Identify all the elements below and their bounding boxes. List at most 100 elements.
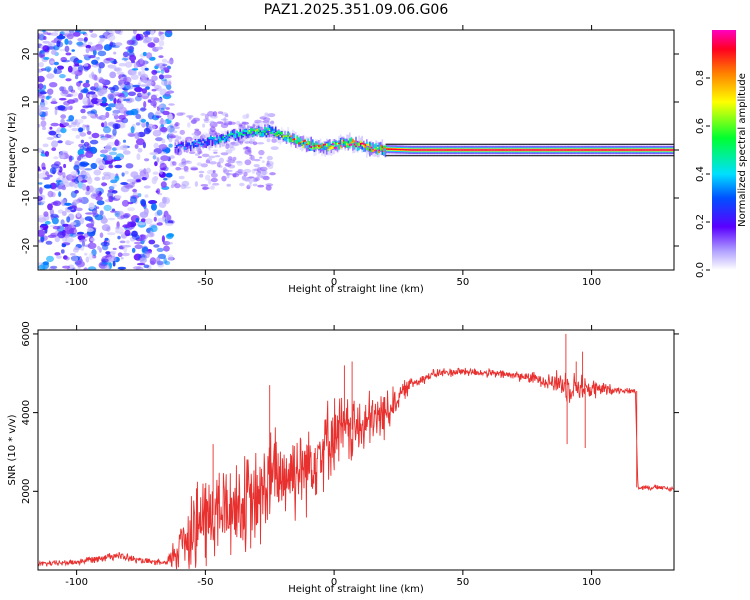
ridge-segment xyxy=(214,137,217,139)
ridge-segment xyxy=(236,130,238,133)
ridge-segment xyxy=(332,143,334,145)
noise-blob xyxy=(38,196,42,200)
noise-blob xyxy=(65,154,69,159)
noise-blob xyxy=(172,130,178,134)
ridge-segment xyxy=(276,135,278,137)
ridge-segment xyxy=(225,131,228,140)
ridge-segment xyxy=(250,131,252,134)
ridge-segment xyxy=(437,149,439,151)
noise-blob xyxy=(140,118,147,123)
noise-blob xyxy=(60,249,65,254)
noise-blob xyxy=(181,180,190,187)
noise-blob xyxy=(91,59,99,65)
noise-blob xyxy=(115,102,124,110)
ridge-segment xyxy=(344,145,346,148)
noise-blob xyxy=(79,154,86,158)
ridge-segment xyxy=(205,141,207,144)
ridge-segment xyxy=(248,130,251,134)
noise-blob xyxy=(100,134,105,137)
noise-blob xyxy=(120,256,124,260)
ridge-segment xyxy=(478,149,481,151)
noise-blob xyxy=(269,172,276,176)
ridge-segment xyxy=(327,148,329,151)
ridge-segment xyxy=(352,141,354,147)
x-tick-label: 50 xyxy=(456,277,469,288)
noise-blob xyxy=(131,230,138,238)
noise-blob xyxy=(248,178,253,185)
noise-blob xyxy=(162,196,167,204)
ridge-segment xyxy=(424,149,427,151)
noise-blob xyxy=(49,167,57,175)
noise-blob xyxy=(42,261,50,266)
ridge-segment xyxy=(356,141,359,143)
noise-blob xyxy=(168,81,172,86)
ridge-segment xyxy=(305,143,308,146)
noise-blob xyxy=(96,99,104,102)
ridge-segment xyxy=(257,127,260,131)
noise-blob xyxy=(212,182,220,186)
noise-blob xyxy=(179,129,185,135)
noise-blob xyxy=(88,252,94,261)
noise-blob xyxy=(76,81,82,87)
ridge-segment xyxy=(316,142,319,147)
noise-blob xyxy=(86,223,94,228)
noise-blob xyxy=(160,34,165,41)
ridge-segment xyxy=(369,145,371,148)
noise-blob xyxy=(121,252,130,257)
colorbar-tick-label: 0.8 xyxy=(695,70,706,86)
ridge-segment xyxy=(302,140,305,145)
noise-blob xyxy=(124,61,133,68)
ridge-segment xyxy=(441,149,444,151)
ridge-segment xyxy=(336,142,339,152)
ridge-segment xyxy=(352,141,354,143)
ridge-segment xyxy=(611,149,614,151)
noise-blob xyxy=(38,214,45,222)
noise-blob xyxy=(105,106,112,111)
ridge-segment xyxy=(217,138,220,144)
noise-blob xyxy=(163,67,170,71)
noise-blob xyxy=(68,115,75,122)
noise-blob xyxy=(157,217,166,223)
ridge-segment xyxy=(233,133,235,136)
ridge-segment xyxy=(219,137,221,142)
ridge-segment xyxy=(455,149,458,151)
ridge-segment xyxy=(417,149,419,151)
noise-blob xyxy=(140,198,146,206)
x-tick-label: -50 xyxy=(197,277,213,288)
noise-blob xyxy=(90,45,99,51)
noise-blob xyxy=(113,58,117,65)
noise-blob xyxy=(108,86,116,90)
colorbar-gradient xyxy=(712,30,736,270)
noise-blob xyxy=(67,65,73,73)
noise-blob xyxy=(150,225,158,233)
ridge-segment xyxy=(295,132,297,145)
ridge-segment xyxy=(205,141,207,148)
noise-blob xyxy=(172,161,177,166)
noise-blob xyxy=(105,251,111,255)
ridge-segment xyxy=(321,142,323,150)
noise-blob xyxy=(76,232,84,237)
noise-blob xyxy=(218,157,224,164)
y-tick-label: 4000 xyxy=(21,400,32,425)
noise-blob xyxy=(140,92,150,96)
ridge-segment xyxy=(367,144,370,146)
noise-blob xyxy=(252,177,256,183)
ridge-segment xyxy=(338,142,340,144)
noise-blob xyxy=(200,184,209,187)
noise-blob xyxy=(101,87,108,95)
noise-blob xyxy=(154,112,161,116)
noise-blob xyxy=(205,174,211,181)
ridge-segment xyxy=(315,142,317,146)
noise-blob xyxy=(139,257,147,264)
ridge-segment xyxy=(239,132,241,135)
noise-blob xyxy=(45,240,53,245)
noise-blob xyxy=(99,210,104,216)
noise-blob xyxy=(152,155,158,160)
ridge-segment xyxy=(211,137,214,140)
ridge-segment xyxy=(273,128,275,132)
ridge-segment xyxy=(536,149,538,151)
noise-blob xyxy=(156,247,164,252)
ridge-segment xyxy=(638,149,640,151)
ridge-segment xyxy=(605,149,608,151)
